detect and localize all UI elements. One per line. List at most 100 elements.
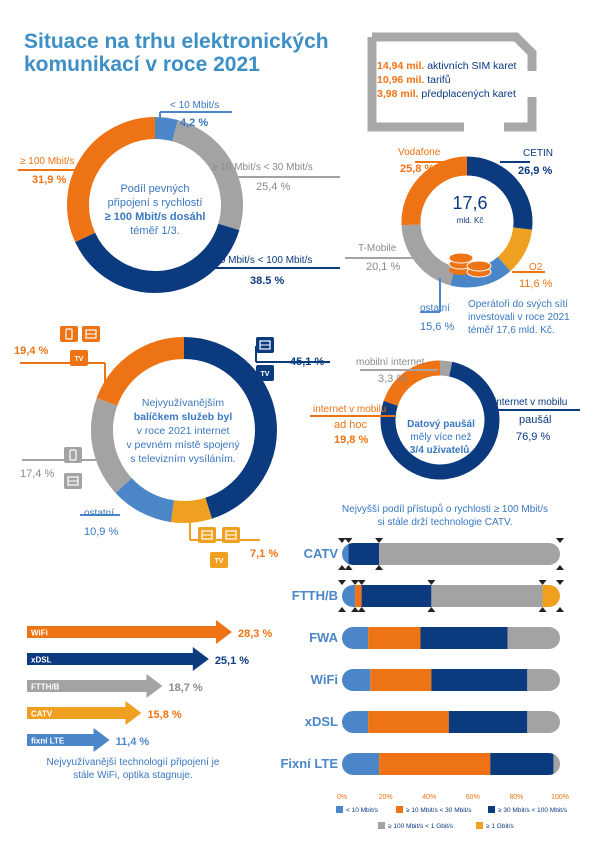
speedbar-0-seg-0 [342, 543, 349, 565]
speedbar-0-marker-top-0 [338, 538, 346, 543]
tech-arrow-label-1: xDSL [31, 656, 52, 665]
donut3-label-name-2: ostatní [84, 508, 115, 519]
tech-arrow-value-3: 15,8 % [147, 709, 181, 721]
speedbar-1-marker-bottom-3 [427, 607, 436, 612]
donut2-label-name-2: ostatní [420, 303, 451, 314]
tech-arrow-3: CATV 15,8 % [27, 701, 182, 725]
speedbar-1-marker-bottom-1 [351, 607, 360, 612]
tv-icon-1: TV [70, 350, 88, 366]
tech-arrow-value-2: 18,7 % [168, 682, 202, 694]
donut3-slice-3 [91, 398, 133, 493]
speedbar-4-seg-2 [448, 711, 528, 733]
speedbar-label-4: xDSL [305, 714, 338, 729]
speedbar-3-seg-3 [527, 669, 560, 691]
donut2-label-value-2: 15,6 % [420, 321, 455, 333]
speedbar-label-1: FTTH/B [292, 588, 338, 603]
legend-swatch-3 [378, 822, 385, 829]
donut1-label-value-1: 25,4 % [256, 181, 291, 193]
speedbar-xtick-4: 80% [509, 794, 523, 801]
legend-swatch-2 [488, 806, 495, 813]
donut3-label-value-0: 45,1 % [290, 356, 325, 368]
tech-arrow-0: WiFi 28,3 % [27, 620, 272, 644]
donut2-label-value-1: 11,6 % [519, 278, 553, 290]
speedbar-1-seg-0 [342, 585, 356, 607]
speedbar-2-seg-0 [342, 627, 369, 649]
speedbar-0-seg-3 [379, 543, 560, 565]
donut2-slice-0 [466, 156, 533, 230]
speedbar-5-seg-2 [490, 753, 554, 775]
donut2-slice-3 [401, 223, 456, 286]
donut2-label-name-4: Vodafone [398, 147, 441, 158]
donut4-slice-2 [383, 360, 441, 407]
donut4-label-value-2: 19,8 % [334, 434, 369, 446]
donut1-slice-2 [75, 223, 240, 293]
donut4-label-name1-2: internet v mobilu [313, 404, 387, 415]
mobile-phone-icon-2 [64, 447, 82, 463]
donut1-slice-3 [67, 117, 156, 242]
speedbar-3-seg-0 [342, 669, 371, 691]
donut2-label-value-3: 20,1 % [366, 261, 401, 273]
speedbar-2 [342, 627, 560, 649]
speedbar-1-marker-top-1 [351, 580, 360, 585]
tech-arrow-label-2: FTTH/B [31, 683, 60, 692]
arrows-note: Nejvyužívanější technologií připojení je… [46, 757, 220, 781]
donut3-label-value-3: 17,4 % [20, 468, 55, 480]
donut1-slice-0 [154, 117, 178, 142]
donut3-slice-2 [115, 477, 175, 523]
tech-arrow-value-1: 25,1 % [215, 655, 249, 667]
legend-label-2: ≥ 30 Mbit/s < 100 Mbit/s [498, 807, 568, 814]
sim-stats: 14,94 mil. aktivních SIM karet 10,96 mil… [377, 60, 517, 100]
internet-icon-4 [198, 527, 216, 543]
speedbar-xtick-3: 60% [466, 794, 480, 801]
legend-swatch-0 [336, 806, 343, 813]
donut3-label-value-4: 19,4 % [14, 345, 49, 357]
tech-arrow-label-3: CATV [31, 710, 53, 719]
donut3-slice-0 [183, 337, 277, 519]
donut1-label-name-3: ≥ 100 Mbit/s [20, 156, 75, 167]
donut4-label-value-0: 3,3 % [378, 373, 407, 385]
speedbar-0 [342, 543, 560, 565]
tech-arrow-label-0: WiFi [31, 629, 48, 638]
speedbar-label-0: CATV [304, 546, 339, 561]
donut3-label-value-2: 10,9 % [84, 526, 119, 538]
legend-swatch-4 [476, 822, 483, 829]
donut1-label-name-1: ≥ 10 Mbit/s < 30 Mbit/s [212, 162, 313, 173]
speedbar-1-seg-2 [361, 585, 432, 607]
donut3-slice-4 [96, 337, 185, 406]
speedbar-1-marker-top-0 [338, 580, 346, 585]
speedbar-5-seg-3 [553, 753, 560, 775]
speedbar-label-3: WiFi [311, 672, 338, 687]
tv-icon-2: TV [256, 365, 274, 381]
donut4-label-name2-2: ad hoc [334, 419, 368, 431]
speedbar-3-seg-1 [370, 669, 432, 691]
donut4-slice-1 [380, 361, 500, 480]
donut1-label-value-3: 31,9 % [32, 174, 67, 186]
speedbar-5 [342, 753, 560, 775]
speedbar-1-marker-bottom-2 [357, 607, 366, 612]
speedbar-1-marker-bottom-4 [538, 607, 547, 612]
donut4-label-value-1: 76,9 % [516, 431, 551, 443]
speedbar-1-seg-3 [431, 585, 543, 607]
bars-note: Nejvyšší podíl přístupů o rychlosti ≥ 10… [341, 504, 549, 528]
speedbar-0-marker-bottom-2 [375, 565, 384, 570]
speedbar-0-marker-top-2 [375, 538, 384, 543]
speedbar-4-seg-0 [342, 711, 369, 733]
speedbar-4-seg-1 [368, 711, 449, 733]
internet-icon-1 [82, 326, 100, 342]
speedbar-1-marker-top-3 [427, 580, 436, 585]
page-title: Situace na trhu elektronických komunikac… [24, 30, 329, 76]
legend-swatch-1 [396, 806, 403, 813]
donut4-slice-0 [439, 360, 453, 377]
internet-icon-2 [256, 337, 274, 353]
donut2-slice-4 [401, 156, 468, 226]
speedbar-label-5: Fixní LTE [280, 756, 338, 771]
donut2-label-value-0: 26,9 % [518, 165, 553, 177]
tech-arrow-value-4: 11,4 % [116, 736, 150, 748]
speedbar-3 [342, 669, 560, 691]
internet-icon-3 [64, 473, 82, 489]
speedbar-xtick-5: 100% [551, 794, 569, 801]
donut1-slice-1 [171, 120, 243, 231]
speedbar-4 [342, 711, 560, 733]
donut2-center-value: 17,6 [452, 193, 488, 213]
speedbar-xtick-2: 40% [422, 794, 436, 801]
